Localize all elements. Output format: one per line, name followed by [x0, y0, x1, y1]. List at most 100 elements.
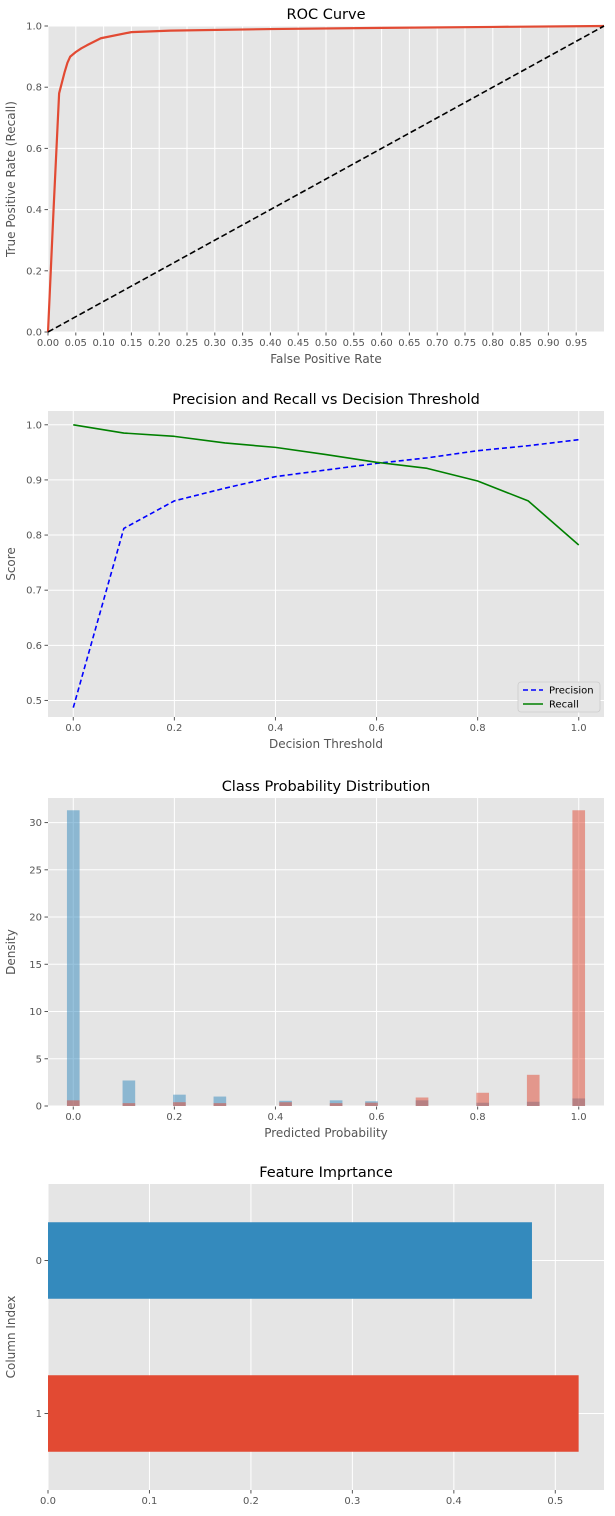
y-tick-label: 0.5 [26, 696, 42, 707]
chart-legend: Precision Recall [517, 681, 601, 713]
x-tick-label: 0.8 [470, 1112, 486, 1123]
y-tick-label: 0.8 [26, 531, 42, 542]
chart-title: Feature Imprtance [259, 1165, 393, 1181]
x-tick-label: 0.10 [92, 338, 114, 349]
chart-title: Class Probability Distribution [222, 779, 431, 795]
y-tick-label: 1.0 [26, 22, 42, 33]
x-axis-label: Decision Threshold [269, 737, 383, 751]
x-tick-label: 0.65 [398, 338, 420, 349]
y-axis-label: Column Index [4, 1296, 18, 1379]
y-axis-label: Density [4, 929, 18, 975]
class-1-histogram-bar [329, 1103, 343, 1106]
y-tick-label: 0.2 [26, 266, 42, 277]
class-1-histogram-bar [526, 1074, 540, 1106]
y-axis-label: True Positive Rate (Recall) [4, 101, 18, 258]
roc-chart: 0.00 0.05 0.10 0.15 0.20 0.25 0.30 0.35 0.40 0.45… [4, 7, 605, 366]
y-tick-label: 0 [36, 1102, 42, 1113]
x-tick-label: 0.70 [426, 338, 448, 349]
x-tick-label: 0.0 [65, 1112, 81, 1123]
legend-label: Recall [549, 700, 579, 711]
x-tick-label: 0.0 [40, 1496, 56, 1507]
x-tick-label: 0.85 [509, 338, 531, 349]
x-axis-label: Predicted Probability [264, 1126, 388, 1140]
x-tick-label: 1.0 [571, 1112, 587, 1123]
x-tick-label: 0.95 [565, 338, 587, 349]
x-tick-label: 0.30 [204, 338, 226, 349]
x-tick-label: 0.4 [446, 1496, 462, 1507]
legend-label: Precision [549, 686, 594, 697]
y-tick-label: 0.6 [26, 641, 42, 652]
x-tick-label: 0.4 [268, 723, 284, 734]
y-tick-label: 0.7 [26, 586, 42, 597]
x-tick-label: 0.45 [287, 338, 309, 349]
y-tick-label: 25 [29, 865, 42, 876]
y-tick-label: 0.8 [26, 83, 42, 94]
x-tick-label: 0.2 [243, 1496, 259, 1507]
x-tick-label: 0.2 [166, 1112, 182, 1123]
class-1-histogram-bar [365, 1102, 378, 1106]
class-1-histogram-bar [415, 1097, 429, 1106]
x-tick-label: 0.00 [37, 338, 59, 349]
x-axis-label: False Positive Rate [270, 352, 382, 366]
x-tick-label: 0.2 [166, 723, 182, 734]
x-tick-label: 0.80 [482, 338, 504, 349]
x-tick-label: 0.6 [369, 1112, 385, 1123]
class-0-histogram-bar [173, 1094, 186, 1106]
chart-title: Precision and Recall vs Decision Thresho… [172, 392, 480, 408]
precision-line [72, 438, 579, 708]
class-1-histogram-bar [279, 1102, 292, 1106]
y-axis-label: Score [4, 547, 18, 581]
class-probability-plot-area [48, 798, 604, 1106]
class-1-histogram-bar [476, 1092, 490, 1106]
recall-line [73, 423, 580, 546]
x-tick-label: 0.1 [142, 1496, 158, 1507]
chance-diagonal-line [47, 25, 605, 333]
class-0-histogram-bar [66, 810, 80, 1106]
feature-importance-chart: 0.0 0.1 0.2 0.3 0.4 0.5 0 1 Feature Imprtance Col… [4, 1165, 604, 1507]
x-tick-label: 0.05 [65, 338, 87, 349]
class-probability-chart: 0.0 0.2 0.4 0.6 0.8 1.0 0 5 10 15 20 25 30 Class Prob… [4, 779, 604, 1140]
x-tick-label: 0.3 [344, 1496, 360, 1507]
x-tick-label: 0.40 [259, 338, 281, 349]
roc-curve-line [46, 24, 605, 333]
x-tick-label: 0.75 [454, 338, 476, 349]
y-tick-label: 20 [29, 913, 42, 924]
x-tick-label: 0.5 [547, 1496, 563, 1507]
precision-recall-chart: 0.0 0.2 0.4 0.6 0.8 1.0 0.5 0.6 0.7 0.8 0.9 1.0 Prec… [4, 392, 604, 751]
y-tick-label: 0.6 [26, 144, 42, 155]
x-tick-label: 0.50 [315, 338, 337, 349]
y-tick-label: 30 [29, 818, 42, 829]
x-tick-label: 1.0 [571, 723, 587, 734]
x-tick-label: 0.35 [231, 338, 253, 349]
y-tick-label: 10 [29, 1007, 42, 1018]
y-tick-label: 1.0 [26, 420, 42, 431]
x-tick-label: 0.15 [120, 338, 142, 349]
x-tick-label: 0.20 [148, 338, 170, 349]
class-1-histogram-bar [122, 1103, 136, 1106]
importance-bar-column-1 [48, 1375, 579, 1452]
importance-bar-column-0 [48, 1222, 532, 1299]
precision-recall-plot-area [48, 411, 604, 717]
x-tick-label: 0.6 [369, 723, 385, 734]
x-tick-label: 0.25 [176, 338, 198, 349]
x-tick-label: 0.90 [537, 338, 559, 349]
class-1-histogram-bar [66, 1100, 80, 1106]
y-tick-label: 0.9 [26, 475, 42, 486]
class-0-histogram-bar [213, 1096, 227, 1106]
x-tick-label: 0.55 [343, 338, 365, 349]
chart-title: ROC Curve [287, 7, 366, 23]
y-tick-label: 0.4 [26, 205, 42, 216]
y-tick-label: 5 [36, 1054, 42, 1065]
class-1-histogram-bar [173, 1102, 186, 1106]
x-tick-label: 0.60 [370, 338, 392, 349]
class-1-histogram-bar [572, 810, 586, 1106]
x-tick-label: 0.0 [65, 723, 81, 734]
y-tick-label: 1 [36, 1409, 42, 1420]
x-tick-label: 0.8 [470, 723, 486, 734]
class-0-histogram-bar [122, 1080, 136, 1106]
class-1-histogram-bar [213, 1103, 227, 1106]
y-tick-label: 0.0 [26, 328, 42, 339]
y-tick-label: 15 [29, 960, 42, 971]
x-tick-label: 0.4 [268, 1112, 284, 1123]
